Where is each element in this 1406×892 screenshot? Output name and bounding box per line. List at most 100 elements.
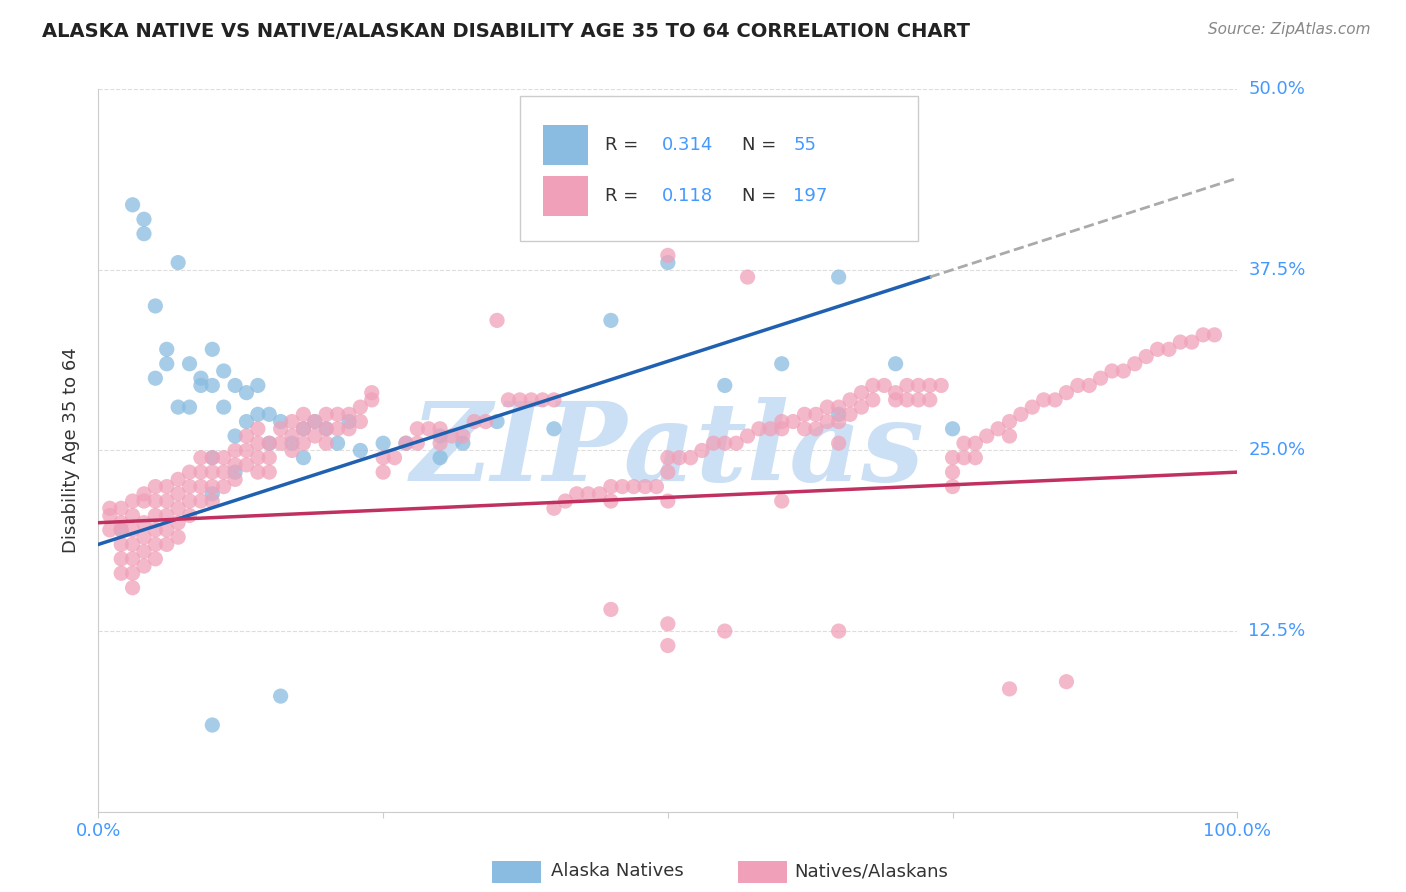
Point — [167, 472, 190, 486]
Point — [1123, 357, 1146, 371]
Text: N =: N = — [742, 187, 782, 205]
Point — [349, 415, 371, 429]
FancyBboxPatch shape — [543, 125, 588, 165]
Point — [1192, 327, 1215, 342]
Point — [907, 378, 929, 392]
Point — [292, 450, 315, 465]
Point — [804, 407, 827, 421]
Text: 12.5%: 12.5% — [1249, 622, 1306, 640]
Point — [851, 400, 873, 414]
Point — [167, 501, 190, 516]
Point — [145, 480, 167, 494]
Point — [349, 400, 371, 414]
Point — [337, 422, 360, 436]
Point — [98, 508, 121, 523]
Point — [862, 392, 884, 407]
Point — [828, 400, 851, 414]
Point — [190, 465, 212, 479]
Point — [292, 407, 315, 421]
Point — [714, 378, 737, 392]
Text: ZIPatlas: ZIPatlas — [411, 397, 925, 504]
Point — [132, 559, 155, 574]
Point — [337, 415, 360, 429]
Point — [156, 343, 179, 357]
Point — [1112, 364, 1135, 378]
Point — [884, 385, 907, 400]
Point — [110, 537, 132, 551]
Point — [349, 443, 371, 458]
Point — [588, 487, 610, 501]
Point — [167, 516, 190, 530]
Point — [657, 639, 679, 653]
Point — [110, 551, 132, 566]
Point — [371, 436, 394, 450]
Point — [190, 450, 212, 465]
Point — [1067, 378, 1090, 392]
Point — [748, 422, 770, 436]
Point — [1135, 350, 1157, 364]
Point — [315, 422, 337, 436]
Text: 25.0%: 25.0% — [1249, 442, 1306, 459]
Point — [281, 436, 304, 450]
Point — [828, 415, 851, 429]
Point — [600, 494, 623, 508]
Text: R =: R = — [605, 187, 644, 205]
Text: 50.0%: 50.0% — [1249, 80, 1305, 98]
Point — [212, 480, 235, 494]
Text: ALASKA NATIVE VS NATIVE/ALASKAN DISABILITY AGE 35 TO 64 CORRELATION CHART: ALASKA NATIVE VS NATIVE/ALASKAN DISABILI… — [42, 22, 970, 41]
Point — [714, 624, 737, 639]
Point — [281, 429, 304, 443]
Point — [212, 465, 235, 479]
Point — [179, 400, 201, 414]
Point — [1101, 364, 1123, 378]
Text: 0.314: 0.314 — [662, 136, 713, 153]
Point — [132, 212, 155, 227]
Point — [998, 681, 1021, 696]
Point — [224, 458, 246, 472]
Point — [862, 378, 884, 392]
Point — [395, 436, 418, 450]
Text: R =: R = — [605, 136, 644, 153]
Point — [976, 429, 998, 443]
Point — [156, 537, 179, 551]
Point — [657, 255, 679, 269]
Point — [121, 494, 143, 508]
Point — [793, 422, 815, 436]
Point — [201, 718, 224, 732]
Point — [1021, 400, 1043, 414]
Point — [554, 494, 576, 508]
Text: Natives/Alaskans: Natives/Alaskans — [794, 863, 948, 880]
Point — [429, 422, 451, 436]
Text: 55: 55 — [793, 136, 815, 153]
Point — [690, 443, 713, 458]
Point — [1204, 327, 1226, 342]
Point — [167, 255, 190, 269]
Point — [315, 422, 337, 436]
Point — [1043, 392, 1066, 407]
Point — [645, 480, 668, 494]
Point — [179, 465, 201, 479]
Point — [1078, 378, 1101, 392]
Point — [406, 422, 429, 436]
Point — [145, 551, 167, 566]
Point — [326, 407, 349, 421]
Text: Source: ZipAtlas.com: Source: ZipAtlas.com — [1208, 22, 1371, 37]
Point — [110, 501, 132, 516]
Point — [657, 248, 679, 262]
Text: Alaska Natives: Alaska Natives — [551, 863, 683, 880]
Point — [201, 343, 224, 357]
Point — [292, 422, 315, 436]
Point — [315, 407, 337, 421]
Point — [246, 407, 269, 421]
Point — [1181, 334, 1204, 349]
Point — [782, 415, 804, 429]
Point — [167, 487, 190, 501]
Point — [246, 465, 269, 479]
Point — [987, 422, 1010, 436]
Point — [612, 480, 634, 494]
Point — [679, 450, 702, 465]
Point — [395, 436, 418, 450]
Point — [486, 313, 509, 327]
Point — [1010, 407, 1032, 421]
Point — [179, 508, 201, 523]
